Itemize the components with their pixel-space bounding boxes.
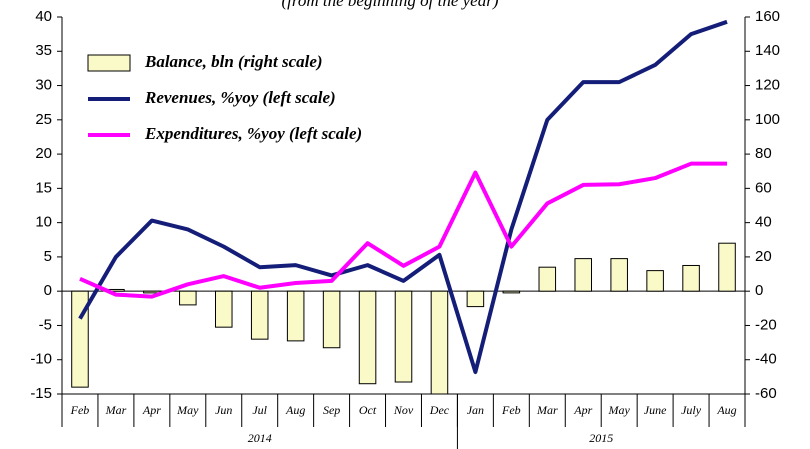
bar <box>358 290 377 385</box>
x-tick-label: Aug <box>285 403 305 417</box>
x-tick-label: July <box>681 403 702 417</box>
y-tick-label: 15 <box>35 179 52 196</box>
bar <box>466 290 485 308</box>
y2-tick-label: 40 <box>755 214 772 231</box>
y-tick-label: 30 <box>35 77 52 94</box>
bar <box>718 242 736 292</box>
x-tick-label: Jul <box>252 403 267 417</box>
y-tick-label: -5 <box>39 316 52 333</box>
x-tick-label: Mar <box>105 403 127 417</box>
y2-tick-label: -40 <box>755 351 777 368</box>
x-tick-label: Nov <box>393 403 414 417</box>
legend-label: Revenues, %yoy (left scale) <box>144 88 336 107</box>
legend-label: Balance, bln (right scale) <box>144 52 323 71</box>
y-tick-label: -10 <box>30 351 52 368</box>
x-tick-label: June <box>644 403 667 417</box>
year-label: 2014 <box>248 431 272 445</box>
y2-tick-label: 0 <box>755 282 763 299</box>
bar <box>286 290 305 342</box>
y-tick-label: 5 <box>44 248 52 265</box>
bar <box>430 290 449 395</box>
x-tick-label: May <box>608 403 631 417</box>
x-tick-label: Oct <box>359 403 377 417</box>
y-tick-label: 20 <box>35 145 52 162</box>
line-series <box>78 19 728 375</box>
x-tick-label: Sep <box>323 403 340 417</box>
y-tick-label: 25 <box>35 111 52 128</box>
y-tick-label: 40 <box>35 8 52 25</box>
x-tick-label: Jan <box>467 403 484 417</box>
bar <box>179 290 197 306</box>
x-tick-label: Dec <box>429 403 450 417</box>
bar <box>250 290 269 340</box>
x-tick-label: May <box>176 403 199 417</box>
x-tick-label: Apr <box>142 403 161 417</box>
chart-subtitle: (from the beginning of the year) <box>281 0 498 10</box>
y2-tick-label: -60 <box>755 385 777 402</box>
bar <box>538 266 557 292</box>
y2-tick-label: 80 <box>755 145 772 162</box>
y-tick-label: -15 <box>30 385 52 402</box>
bar <box>394 290 413 383</box>
y-tick-label: 0 <box>44 282 52 299</box>
bar <box>502 290 521 294</box>
bar <box>322 290 341 349</box>
y2-tick-label: 120 <box>755 77 780 94</box>
year-label: 2015 <box>589 431 613 445</box>
y2-tick-label: -20 <box>755 316 777 333</box>
y2-tick-label: 160 <box>755 8 780 25</box>
x-tick-label: Jun <box>215 403 232 417</box>
line-series <box>79 161 728 299</box>
y-tick-label: 10 <box>35 214 52 231</box>
x-tick-label: Feb <box>70 403 90 417</box>
y2-tick-label: 60 <box>755 179 772 196</box>
bar <box>214 290 233 328</box>
x-tick-label: Apr <box>573 403 592 417</box>
y2-tick-label: 140 <box>755 42 780 59</box>
y2-tick-label: 20 <box>755 248 772 265</box>
x-tick-label: Mar <box>536 403 558 417</box>
bar <box>610 258 628 292</box>
legend-label: Expenditures, %yoy (left scale) <box>144 124 362 143</box>
y-tick-label: 35 <box>35 42 52 59</box>
bar <box>646 270 664 292</box>
x-tick-label: Feb <box>501 403 521 417</box>
y2-tick-label: 100 <box>755 111 780 128</box>
bar <box>682 264 700 292</box>
legend-swatch <box>87 54 131 72</box>
x-tick-label: Aug <box>716 403 736 417</box>
bar <box>574 258 593 292</box>
